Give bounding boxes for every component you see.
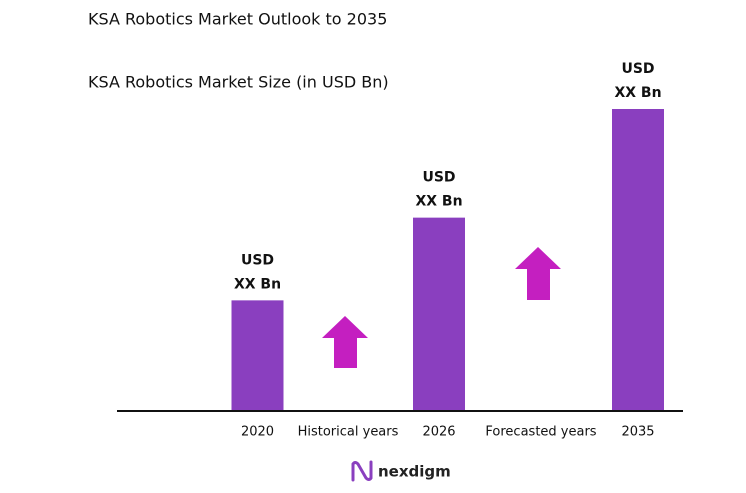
x-tick-label: 2026 <box>422 425 455 440</box>
value-label: XX Bn <box>415 194 462 210</box>
value-label: USD <box>241 252 274 268</box>
growth-arrow <box>322 316 368 368</box>
logo-text: nexdigm <box>378 463 451 481</box>
x-tick-label: 2035 <box>621 425 654 440</box>
value-label: XX Bn <box>234 276 281 292</box>
bar <box>231 300 284 410</box>
chart-subtitle: KSA Robotics Market Size (in USD Bn) <box>88 73 389 92</box>
annotation: Forecasted years <box>485 425 596 440</box>
growth-arrow <box>515 247 561 300</box>
value-label: USD <box>621 61 654 77</box>
logo-icon <box>351 460 373 482</box>
annotation: Historical years <box>298 425 399 440</box>
chart-title: KSA Robotics Market Outlook to 2035 <box>88 10 387 29</box>
value-label: USD <box>422 170 455 186</box>
bar <box>612 109 664 410</box>
value-label: XX Bn <box>614 85 661 101</box>
logo: nexdigm <box>351 460 451 482</box>
bar <box>413 217 465 410</box>
x-tick-label: 2020 <box>241 425 274 440</box>
